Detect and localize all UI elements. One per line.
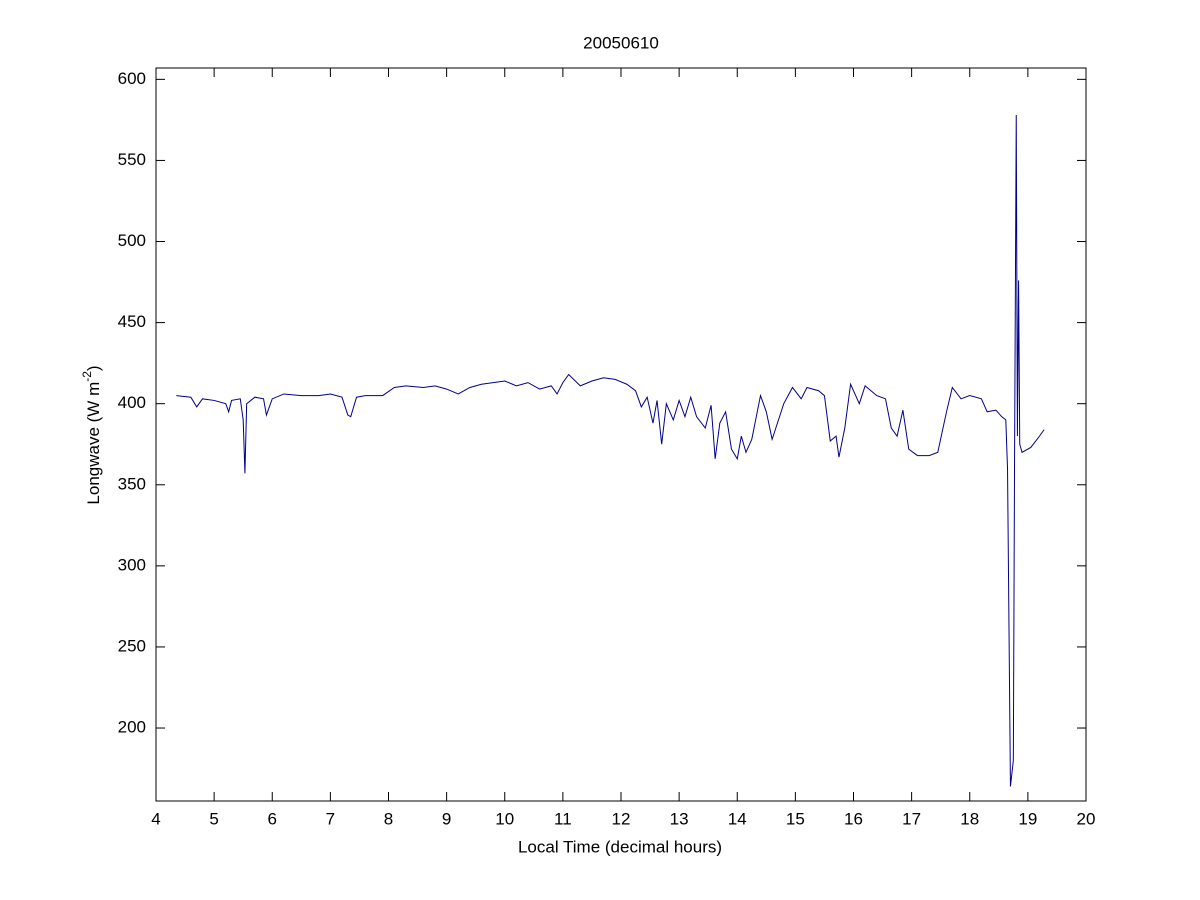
x-tick-label: 16 — [844, 809, 863, 828]
x-tick-label: 12 — [612, 809, 631, 828]
x-tick-label: 13 — [670, 809, 689, 828]
y-tick-label: 450 — [118, 312, 146, 331]
x-tick-label: 8 — [384, 809, 393, 828]
x-tick-label: 17 — [902, 809, 921, 828]
y-axis-label-text: Longwave (W m — [84, 382, 103, 505]
y-tick-label: 250 — [118, 636, 146, 655]
y-tick-label: 200 — [118, 718, 146, 737]
y-tick-label: 300 — [118, 555, 146, 574]
x-tick-label: 15 — [786, 809, 805, 828]
y-axis-label-suffix: ) — [84, 365, 103, 371]
x-tick-label: 4 — [151, 809, 160, 828]
y-tick-label: 600 — [118, 69, 146, 88]
y-tick-label: 500 — [118, 231, 146, 250]
x-tick-label: 11 — [554, 809, 572, 828]
x-tick-label: 20 — [1077, 809, 1096, 828]
data-line — [176, 115, 1045, 787]
chart-title: 20050610 — [583, 33, 659, 52]
y-tick-label: 550 — [118, 150, 146, 169]
x-tick-label: 9 — [442, 809, 451, 828]
y-tick-label: 350 — [118, 474, 146, 493]
x-tick-label: 6 — [268, 809, 277, 828]
x-tick-label: 7 — [326, 809, 335, 828]
x-tick-label: 18 — [960, 809, 979, 828]
x-axis-label: Local Time (decimal hours) — [518, 837, 722, 856]
x-tick-label: 19 — [1018, 809, 1037, 828]
y-axis-label: Longwave (W m-2) — [80, 365, 103, 504]
y-axis-label-superscript: -2 — [80, 371, 94, 382]
x-tick-label: 5 — [209, 809, 218, 828]
x-tick-label: 14 — [728, 809, 747, 828]
y-tick-label: 400 — [118, 393, 146, 412]
x-tick-label: 10 — [495, 809, 514, 828]
